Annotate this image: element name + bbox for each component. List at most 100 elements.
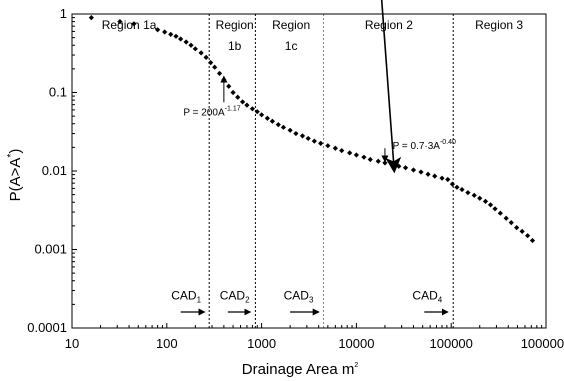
data-point xyxy=(212,64,218,70)
data-point xyxy=(382,160,388,166)
data-point xyxy=(178,36,184,42)
fit-annotation: P = 200A-1.17 xyxy=(183,106,240,119)
x-tick-label: 1000000 xyxy=(521,336,564,351)
data-point xyxy=(425,171,431,177)
x-tick-label: 1000 xyxy=(247,336,276,351)
region-label: Region xyxy=(216,18,254,32)
data-point xyxy=(347,150,353,156)
data-point xyxy=(235,94,241,100)
data-point xyxy=(198,50,204,56)
y-tick-label: 1 xyxy=(60,6,67,21)
data-point xyxy=(492,206,498,212)
region-boundaries xyxy=(208,14,454,328)
data-point xyxy=(293,130,299,137)
data-point xyxy=(367,156,373,163)
y-tick-label: 0.01 xyxy=(42,163,67,178)
data-point xyxy=(203,54,209,60)
x-axis-label: Drainage Area m2 xyxy=(242,361,359,378)
data-point xyxy=(275,122,281,128)
data-point xyxy=(471,192,477,198)
y-tick-label: 0.001 xyxy=(34,242,67,257)
data-point xyxy=(299,133,306,139)
data-point xyxy=(465,190,471,196)
data-point xyxy=(410,167,417,173)
cad-label: CAD4 xyxy=(412,288,442,304)
data-point xyxy=(353,152,359,158)
data-point xyxy=(254,109,260,115)
cad-label: CAD2 xyxy=(220,288,250,304)
data-point xyxy=(497,210,503,216)
data-point xyxy=(280,124,287,130)
data-point xyxy=(259,112,265,118)
region-label: 1b xyxy=(228,39,242,53)
data-point xyxy=(230,89,236,96)
data-point xyxy=(396,163,402,169)
region-label: 1c xyxy=(285,39,298,53)
data-point xyxy=(188,42,194,48)
data-point xyxy=(402,165,409,171)
y-tick-label: 0.1 xyxy=(49,85,67,100)
chart-labels: Region 1a Region 1b Region 1c Region 2 Region … xyxy=(102,0,523,316)
data-point xyxy=(162,29,168,35)
data-point xyxy=(168,31,174,37)
cad-label: CAD1 xyxy=(171,288,201,304)
x-tick-label: 10000 xyxy=(338,336,374,351)
data-point xyxy=(432,173,438,179)
data-point xyxy=(459,186,465,193)
data-point xyxy=(508,220,514,226)
data-point xyxy=(264,115,270,121)
data-point xyxy=(311,138,317,144)
data-point xyxy=(244,102,250,108)
data-point xyxy=(361,154,367,160)
y-tick-label: 0.0001 xyxy=(27,320,67,335)
data-point xyxy=(117,19,123,25)
region-label: Region xyxy=(272,18,310,32)
data-points xyxy=(88,14,536,244)
data-point xyxy=(477,195,483,201)
data-point xyxy=(269,118,276,124)
x-tick-label: 100 xyxy=(156,336,178,351)
data-point xyxy=(487,202,494,208)
data-point xyxy=(445,176,451,183)
data-point xyxy=(482,198,489,204)
data-point xyxy=(173,33,179,39)
data-point xyxy=(155,27,161,33)
cad-label: CAD3 xyxy=(284,288,314,304)
data-point xyxy=(216,70,223,77)
region-label: Region 3 xyxy=(475,18,523,32)
data-point xyxy=(418,169,424,175)
data-point xyxy=(503,215,509,221)
data-point xyxy=(339,147,345,154)
data-point xyxy=(454,184,460,190)
callout-arrow xyxy=(380,0,402,174)
plot-frame xyxy=(71,13,547,329)
y-axis-label: P(A>A*) xyxy=(6,149,24,202)
region-label: Region 1a xyxy=(102,18,157,32)
data-point xyxy=(318,140,324,146)
data-point xyxy=(375,158,381,164)
data-point xyxy=(249,106,256,112)
data-point xyxy=(287,127,293,133)
x-tick-label: 100000 xyxy=(430,336,473,351)
data-point xyxy=(192,46,198,52)
data-point xyxy=(332,145,338,151)
data-point xyxy=(519,228,525,235)
data-point xyxy=(514,225,520,231)
data-point xyxy=(325,143,331,149)
region-label: Region 2 xyxy=(365,18,413,32)
fit-annotation: P = 0.7·3A-0.40 xyxy=(393,139,456,152)
x-tick-label: 10 xyxy=(65,336,79,351)
data-point xyxy=(131,21,137,27)
data-point xyxy=(88,14,94,21)
data-point xyxy=(226,83,232,89)
axes: 10 100 1000 10000 100000 1000000 1 0.1 0.01 0.001… xyxy=(27,6,564,351)
data-point xyxy=(305,135,311,142)
data-point xyxy=(439,175,445,181)
data-point xyxy=(525,233,531,239)
data-point xyxy=(449,181,456,187)
data-point xyxy=(208,60,214,66)
data-point xyxy=(529,237,536,244)
data-point xyxy=(183,39,189,45)
data-point xyxy=(239,99,246,105)
